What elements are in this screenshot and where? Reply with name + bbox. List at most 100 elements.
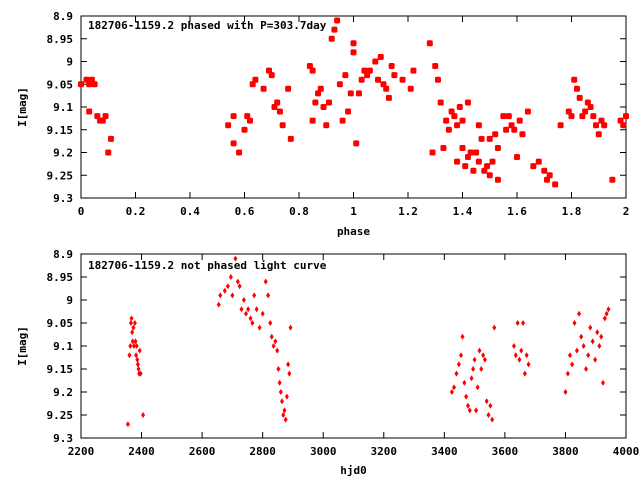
x-tick-label: 2200	[68, 445, 95, 458]
data-point	[508, 122, 515, 129]
data-point	[462, 379, 467, 386]
data-point	[86, 108, 93, 115]
data-point	[443, 117, 450, 124]
data-point	[454, 158, 461, 165]
data-point	[282, 407, 287, 414]
data-point	[287, 370, 292, 377]
data-point	[486, 412, 491, 418]
data-point	[410, 67, 417, 74]
data-point	[434, 76, 441, 83]
data-point	[464, 154, 471, 161]
data-point	[99, 117, 106, 124]
data-point	[284, 393, 289, 400]
data-point	[511, 343, 516, 349]
y-tick-label: 9	[66, 294, 73, 307]
x-tick-label: 0	[78, 205, 85, 218]
x-tick-label: 2600	[189, 445, 216, 458]
data-point	[141, 412, 146, 418]
y-axis-label: I[mag]	[16, 87, 29, 127]
data-point	[105, 149, 112, 156]
data-point	[250, 320, 255, 326]
y-tick-label: 9.15	[47, 363, 74, 376]
data-point	[361, 67, 368, 74]
y-tick-label: 8.9	[53, 248, 73, 261]
data-point	[432, 63, 439, 70]
data-point	[273, 338, 278, 345]
data-point	[552, 181, 559, 188]
data-point	[222, 287, 227, 294]
data-point	[350, 40, 357, 47]
data-point	[280, 398, 285, 405]
data-point	[456, 104, 463, 110]
y-tick-label: 8.9	[53, 10, 73, 23]
y-tick-label: 8.95	[47, 33, 74, 46]
x-tick-label: 1.8	[562, 205, 582, 218]
data-point	[306, 63, 313, 70]
data-point	[263, 278, 268, 285]
x-tick-label: 0.6	[235, 205, 255, 218]
data-point	[271, 104, 278, 110]
data-point	[342, 72, 349, 79]
data-point	[246, 117, 253, 124]
data-point	[130, 338, 135, 345]
data-point	[336, 81, 343, 88]
x-axis-label: hjd0	[340, 464, 367, 477]
data-point	[449, 389, 454, 395]
data-point	[546, 172, 553, 179]
data-point	[609, 176, 616, 183]
data-point	[260, 85, 267, 92]
x-tick-label: 4000	[613, 445, 640, 458]
data-point	[489, 158, 496, 165]
data-point	[492, 324, 497, 331]
data-point	[364, 72, 371, 79]
data-point	[467, 149, 474, 156]
data-point	[565, 108, 572, 115]
data-point	[557, 122, 564, 129]
data-point	[467, 407, 472, 414]
data-point	[451, 113, 458, 120]
data-point	[519, 131, 526, 138]
data-point	[309, 117, 316, 124]
data-point	[486, 172, 493, 179]
data-point	[582, 108, 589, 115]
data-point	[266, 67, 273, 74]
data-point	[328, 35, 335, 42]
data-point	[134, 343, 139, 349]
data-point	[470, 167, 477, 174]
data-point	[278, 389, 283, 395]
data-point	[437, 99, 444, 106]
data-point	[459, 144, 466, 151]
data-point	[477, 347, 482, 354]
data-point	[524, 352, 529, 359]
data-point	[283, 416, 288, 423]
data-point	[604, 310, 609, 317]
data-point	[462, 163, 469, 170]
data-point	[464, 99, 471, 106]
data-point	[355, 90, 362, 97]
data-point	[137, 347, 142, 354]
data-point	[521, 320, 526, 326]
data-point	[383, 85, 390, 92]
x-tick-label: 1	[350, 205, 357, 218]
data-point	[366, 67, 373, 74]
data-point	[241, 297, 246, 303]
data-point	[230, 140, 237, 147]
data-point	[241, 126, 248, 133]
data-point	[484, 163, 491, 170]
data-point	[571, 76, 578, 83]
data-point	[593, 122, 600, 129]
data-point	[460, 333, 465, 340]
data-point	[563, 389, 568, 395]
data-point	[484, 398, 489, 405]
data-point	[135, 356, 140, 363]
data-point	[244, 310, 249, 317]
data-point	[83, 76, 90, 83]
data-point	[225, 122, 232, 129]
data-point	[86, 81, 93, 88]
data-point	[135, 361, 140, 368]
data-point	[494, 144, 501, 151]
data-point	[490, 416, 495, 423]
data-point	[268, 72, 275, 79]
data-point	[606, 306, 611, 313]
data-point	[459, 117, 466, 124]
